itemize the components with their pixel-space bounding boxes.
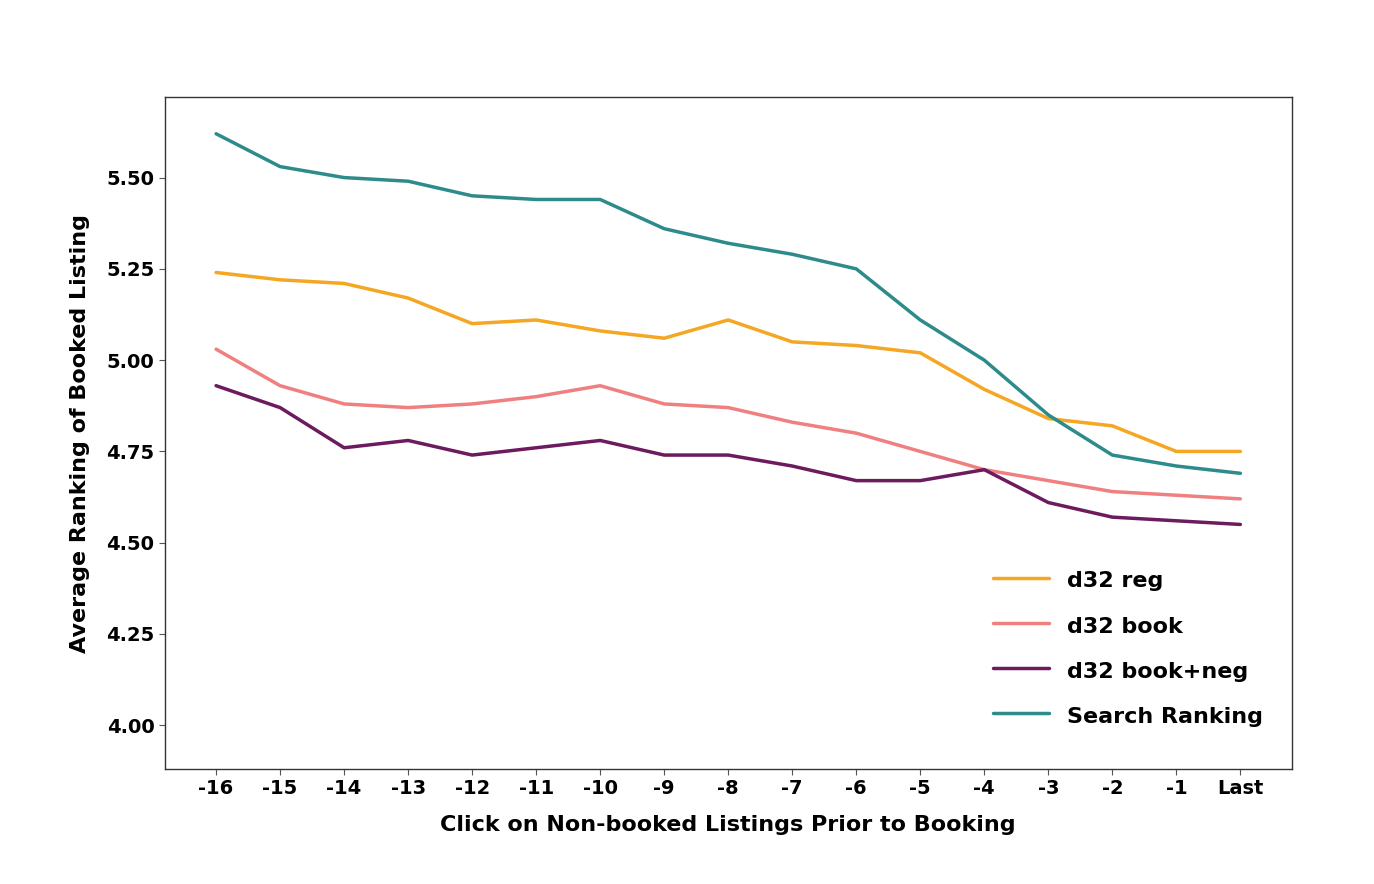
d32 book+neg bbox=[912, 476, 929, 486]
d32 book+neg bbox=[400, 435, 416, 446]
Line: d32 book: d32 book bbox=[216, 349, 1241, 499]
Search Ranking bbox=[655, 224, 672, 234]
d32 reg bbox=[655, 333, 672, 344]
d32 reg bbox=[592, 325, 609, 336]
Legend: d32 reg, d32 book, d32 book+neg, Search Ranking: d32 reg, d32 book, d32 book+neg, Search … bbox=[976, 551, 1281, 744]
Search Ranking bbox=[592, 194, 609, 205]
d32 book bbox=[207, 344, 224, 354]
d32 book+neg bbox=[785, 461, 801, 471]
d32 book bbox=[785, 417, 801, 428]
d32 book+neg bbox=[1232, 519, 1249, 530]
d32 book bbox=[1232, 493, 1249, 504]
d32 book bbox=[528, 392, 544, 402]
Y-axis label: Average Ranking of Booked Listing: Average Ranking of Booked Listing bbox=[70, 214, 89, 652]
Search Ranking bbox=[848, 263, 864, 274]
d32 book bbox=[655, 399, 672, 409]
Search Ranking bbox=[785, 249, 801, 260]
d32 book+neg bbox=[528, 443, 544, 453]
d32 reg bbox=[400, 293, 416, 303]
d32 reg bbox=[464, 318, 481, 329]
d32 book bbox=[400, 402, 416, 413]
X-axis label: Click on Non-booked Listings Prior to Booking: Click on Non-booked Listings Prior to Bo… bbox=[441, 815, 1015, 835]
d32 book bbox=[976, 464, 992, 475]
d32 reg bbox=[272, 275, 289, 286]
d32 reg bbox=[1232, 446, 1249, 457]
d32 reg bbox=[848, 340, 864, 351]
Search Ranking bbox=[528, 194, 544, 205]
d32 book+neg bbox=[1040, 497, 1057, 507]
d32 book+neg bbox=[272, 402, 289, 413]
d32 book+neg bbox=[464, 450, 481, 461]
Line: d32 reg: d32 reg bbox=[216, 272, 1241, 452]
d32 book bbox=[912, 446, 929, 457]
Search Ranking bbox=[272, 161, 289, 171]
d32 reg bbox=[1040, 413, 1057, 423]
d32 reg bbox=[1168, 446, 1184, 457]
d32 reg bbox=[207, 267, 224, 278]
Search Ranking bbox=[1105, 450, 1121, 461]
d32 book+neg bbox=[207, 380, 224, 391]
d32 book+neg bbox=[720, 450, 736, 461]
Search Ranking bbox=[1040, 409, 1057, 420]
Search Ranking bbox=[207, 128, 224, 139]
Line: d32 book+neg: d32 book+neg bbox=[216, 385, 1241, 524]
Search Ranking bbox=[1168, 461, 1184, 471]
d32 book+neg bbox=[1105, 512, 1121, 522]
Search Ranking bbox=[912, 315, 929, 325]
d32 reg bbox=[335, 278, 352, 289]
Search Ranking bbox=[464, 191, 481, 202]
d32 book bbox=[720, 402, 736, 413]
d32 reg bbox=[720, 315, 736, 325]
d32 book+neg bbox=[976, 464, 992, 475]
Search Ranking bbox=[1232, 468, 1249, 478]
d32 book+neg bbox=[655, 450, 672, 461]
d32 reg bbox=[528, 315, 544, 325]
d32 book bbox=[335, 399, 352, 409]
d32 book bbox=[592, 380, 609, 391]
Search Ranking bbox=[720, 238, 736, 248]
d32 reg bbox=[976, 384, 992, 394]
d32 book+neg bbox=[592, 435, 609, 446]
d32 reg bbox=[1105, 421, 1121, 431]
d32 book bbox=[1040, 476, 1057, 486]
d32 book+neg bbox=[335, 443, 352, 453]
Line: Search Ranking: Search Ranking bbox=[216, 133, 1241, 473]
Search Ranking bbox=[976, 354, 992, 365]
d32 book+neg bbox=[1168, 515, 1184, 526]
Search Ranking bbox=[400, 176, 416, 187]
d32 book bbox=[1168, 490, 1184, 500]
d32 reg bbox=[912, 347, 929, 358]
d32 book bbox=[464, 399, 481, 409]
d32 book+neg bbox=[848, 476, 864, 486]
d32 book bbox=[272, 380, 289, 391]
d32 book bbox=[848, 428, 864, 438]
d32 reg bbox=[785, 337, 801, 347]
d32 book bbox=[1105, 486, 1121, 497]
Search Ranking bbox=[335, 172, 352, 183]
